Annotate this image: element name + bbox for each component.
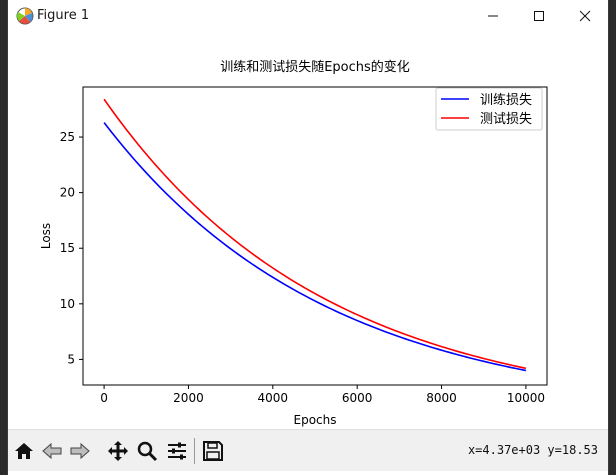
figure-window: Figure 1 训练和测试损失随Epochs的变化 0 2000 4000 6000…	[8, 0, 608, 475]
y-axis-label: Loss	[39, 223, 53, 249]
series-line-0	[103, 122, 527, 372]
matplotlib-figure-icon	[15, 6, 35, 26]
window-title: Figure 1	[37, 8, 90, 23]
zoom-button[interactable]	[134, 438, 160, 464]
pan-button[interactable]	[105, 438, 131, 464]
minimize-button[interactable]	[470, 0, 516, 31]
chart-title: 训练和测试损失随Epochs的变化	[220, 59, 410, 75]
x-tick-label: 2000	[173, 391, 204, 405]
figure-canvas[interactable]: 训练和测试损失随Epochs的变化 0 2000 4000 6000 8000 10000…	[8, 31, 608, 429]
home-button[interactable]	[11, 438, 37, 464]
back-button[interactable]	[39, 438, 65, 464]
y-axis: 5 10 15 20 25	[60, 130, 83, 366]
x-axis: 0 2000 4000 6000 8000 10000	[100, 385, 545, 405]
minimize-icon	[488, 15, 498, 16]
y-tick-label: 15	[60, 241, 75, 255]
x-tick-label: 4000	[258, 391, 289, 405]
legend-label-1: 测试损失	[480, 112, 532, 127]
y-tick-label: 25	[60, 130, 75, 144]
axes-frame	[82, 86, 548, 386]
x-tick-label: 10000	[507, 391, 545, 405]
save-disk-icon	[203, 441, 223, 461]
x-tick-label: 0	[100, 391, 108, 405]
title-bar[interactable]: Figure 1	[8, 0, 608, 31]
x-axis-label: Epochs	[294, 413, 337, 427]
line-chart[interactable]: 训练和测试损失随Epochs的变化 0 2000 4000 6000 8000 10000…	[8, 31, 608, 429]
forward-button[interactable]	[67, 438, 93, 464]
configure-subplots-button[interactable]	[164, 438, 190, 464]
maximize-button[interactable]	[516, 0, 562, 31]
move-icon	[108, 441, 128, 461]
close-icon	[579, 10, 591, 21]
y-tick-label: 10	[60, 297, 75, 311]
back-arrow-icon	[42, 442, 62, 460]
x-tick-label: 6000	[342, 391, 373, 405]
y-tick-label: 20	[60, 186, 75, 200]
window-bottom-edge	[8, 471, 608, 475]
series-line-1	[103, 98, 527, 370]
legend-label-0: 训练损失	[480, 93, 532, 108]
save-button[interactable]	[200, 438, 226, 464]
close-button[interactable]	[562, 0, 608, 31]
magnifier-icon	[137, 441, 158, 462]
toolbar-separator	[194, 438, 195, 464]
navigation-toolbar: x=4.37e+03 y=18.53	[8, 429, 608, 472]
forward-arrow-icon	[70, 442, 90, 460]
y-tick-label: 5	[67, 352, 75, 366]
sliders-icon	[168, 442, 186, 460]
home-icon	[15, 443, 33, 459]
series-layer	[103, 98, 527, 372]
cursor-coordinates: x=4.37e+03 y=18.53	[467, 443, 598, 457]
maximize-icon	[534, 10, 544, 21]
x-tick-label: 8000	[426, 391, 457, 405]
